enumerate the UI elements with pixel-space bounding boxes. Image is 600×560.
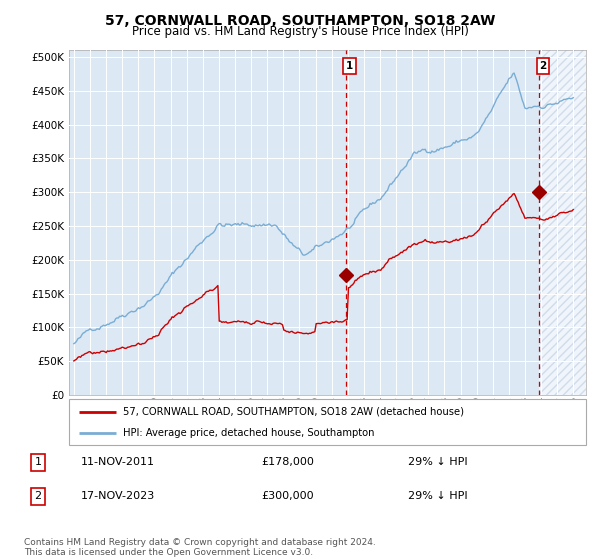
FancyBboxPatch shape [69, 399, 586, 445]
Text: 1: 1 [35, 457, 41, 467]
Text: 2: 2 [539, 61, 547, 71]
Text: £178,000: £178,000 [261, 457, 314, 467]
Text: 11-NOV-2011: 11-NOV-2011 [80, 457, 154, 467]
Text: 57, CORNWALL ROAD, SOUTHAMPTON, SO18 2AW: 57, CORNWALL ROAD, SOUTHAMPTON, SO18 2AW [105, 14, 495, 28]
Text: Price paid vs. HM Land Registry's House Price Index (HPI): Price paid vs. HM Land Registry's House … [131, 25, 469, 38]
Text: 29% ↓ HPI: 29% ↓ HPI [407, 457, 467, 467]
Bar [539, 50, 586, 395]
Text: Contains HM Land Registry data © Crown copyright and database right 2024.
This d: Contains HM Land Registry data © Crown c… [24, 538, 376, 557]
Text: HPI: Average price, detached house, Southampton: HPI: Average price, detached house, Sout… [124, 428, 375, 438]
Text: 17-NOV-2023: 17-NOV-2023 [80, 491, 155, 501]
Text: 29% ↓ HPI: 29% ↓ HPI [407, 491, 467, 501]
Text: 1: 1 [346, 61, 353, 71]
Text: 57, CORNWALL ROAD, SOUTHAMPTON, SO18 2AW (detached house): 57, CORNWALL ROAD, SOUTHAMPTON, SO18 2AW… [124, 407, 464, 417]
Text: 2: 2 [35, 491, 41, 501]
Text: £300,000: £300,000 [261, 491, 314, 501]
